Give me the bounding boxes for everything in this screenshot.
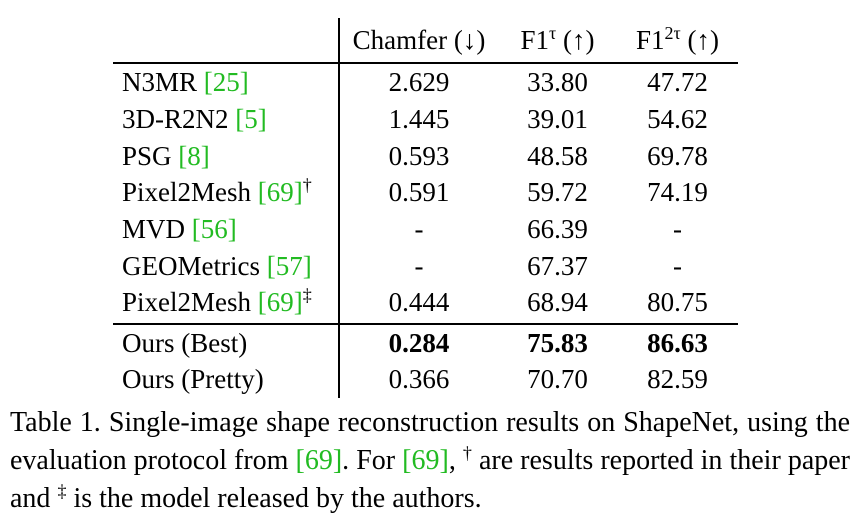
f1-tau-value: 67.37	[527, 251, 588, 281]
dagger-mark: †	[302, 175, 312, 195]
caption-text: Single-image shape reconstruction result…	[10, 407, 857, 476]
method-name: N3MR [25]	[122, 67, 249, 97]
method-name: Pixel2Mesh [69]‡	[122, 285, 312, 317]
f1-2tau-value: 86.63	[647, 328, 708, 358]
table-row: PSG [8] 0.593 48.58 69.78	[0, 138, 858, 174]
method-name: GEOMetrics [57]	[122, 251, 312, 281]
f1-tau-value: 70.70	[527, 364, 588, 394]
results-table: Chamfer (↓) F1τ (↑) F12τ (↑) N3MR [25] 2…	[0, 18, 858, 398]
header-rule	[113, 62, 738, 64]
table-row: MVD [56] - 66.39 -	[0, 211, 858, 247]
header-f1-tau: F1τ (↑)	[520, 23, 595, 55]
dagger-mark: †	[462, 443, 472, 463]
ours-separator-rule	[113, 323, 738, 325]
f1-tau-value: 48.58	[527, 141, 588, 171]
f1-tau-value: 68.94	[527, 287, 588, 317]
f1-tau-value: 66.39	[527, 214, 588, 244]
header-chamfer: Chamfer (↓)	[352, 25, 486, 55]
method-name: Ours (Best)	[122, 328, 248, 358]
f1-2tau-value: 69.78	[647, 141, 708, 171]
header-row: Chamfer (↓) F1τ (↑) F12τ (↑)	[0, 22, 858, 58]
chamfer-value: 0.591	[388, 177, 450, 207]
chamfer-value: 2.629	[388, 67, 450, 97]
table-row: 3D-R2N2 [5] 1.445 39.01 54.62	[0, 101, 858, 137]
f1-2tau-value: 74.19	[647, 177, 708, 207]
table-row-ours-best: Ours (Best) 0.284 75.83 86.63	[0, 325, 858, 361]
caption-label: Table 1.	[10, 407, 101, 438]
double-dagger-mark: ‡	[57, 481, 67, 501]
table-row: GEOMetrics [57] - 67.37 -	[0, 248, 858, 284]
f1-2tau-value: 82.59	[647, 364, 708, 394]
f1-tau-value: 39.01	[527, 104, 588, 134]
table-caption: Table 1. Single-image shape reconstructi…	[10, 407, 858, 514]
f1-2tau-value: -	[673, 251, 682, 281]
table-row: Pixel2Mesh [69]‡ 0.444 68.94 80.75	[0, 284, 858, 320]
f1-2tau-value: 80.75	[647, 287, 708, 317]
f1-tau-value: 33.80	[527, 67, 588, 97]
double-dagger-mark: ‡	[302, 285, 312, 305]
method-name: Pixel2Mesh [69]†	[122, 175, 312, 207]
f1-2tau-value: 54.62	[647, 104, 708, 134]
table-row-ours-pretty: Ours (Pretty) 0.366 70.70 82.59	[0, 361, 858, 397]
chamfer-value: 0.366	[388, 364, 450, 394]
chamfer-value: 0.444	[388, 287, 450, 317]
header-f1-2tau: F12τ (↑)	[636, 23, 719, 55]
caption-citation[interactable]: [69]	[402, 445, 449, 476]
f1-tau-value: 59.72	[527, 177, 588, 207]
method-name: PSG [8]	[122, 141, 210, 171]
table-row: Pixel2Mesh [69]† 0.591 59.72 74.19	[0, 174, 858, 210]
caption-citation[interactable]: [69]	[295, 445, 343, 476]
method-name: Ours (Pretty)	[122, 364, 264, 394]
chamfer-value: 0.284	[388, 328, 450, 358]
method-name: MVD [56]	[122, 214, 237, 244]
chamfer-value: -	[414, 251, 424, 281]
f1-2tau-value: -	[673, 214, 682, 244]
f1-tau-value: 75.83	[527, 328, 588, 358]
table-row: N3MR [25] 2.629 33.80 47.72	[0, 64, 858, 100]
f1-2tau-value: 47.72	[647, 67, 708, 97]
chamfer-value: 1.445	[388, 104, 450, 134]
method-name: 3D-R2N2 [5]	[122, 104, 267, 134]
chamfer-value: -	[414, 214, 424, 244]
column-divider	[338, 18, 340, 398]
chamfer-value: 0.593	[388, 141, 450, 171]
